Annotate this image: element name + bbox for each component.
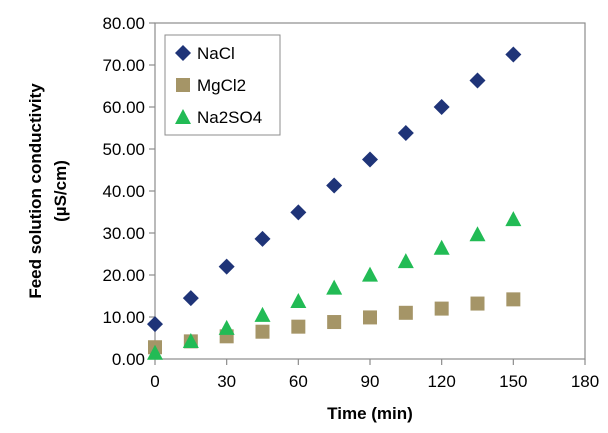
y-tick-label: 60.00 — [102, 98, 145, 117]
y-axis-title-line-1: Feed solution conductivity — [26, 83, 45, 299]
data-point-na2so4 — [182, 332, 199, 348]
y-axis-title-line-2: (µS/cm) — [51, 160, 70, 222]
legend-marker-nacl — [175, 45, 191, 61]
x-tick-label: 180 — [571, 372, 599, 391]
data-point-mgcl2 — [398, 305, 413, 320]
legend: NaCl MgCl2 Na2SO4 — [164, 34, 281, 136]
legend-label: MgCl2 — [197, 76, 246, 95]
y-tick-label: 70.00 — [102, 56, 145, 75]
x-axis-title: Time (min) — [327, 404, 413, 423]
y-tick-label: 20.00 — [102, 266, 145, 285]
x-tick-label: 30 — [217, 372, 236, 391]
x-tick-label: 90 — [361, 372, 380, 391]
data-point-nacl — [218, 258, 235, 275]
data-point-nacl — [505, 46, 522, 63]
x-axis-ticks: 0 30 60 90 120 150 180 — [150, 359, 599, 391]
y-tick-label: 40.00 — [102, 182, 145, 201]
legend-entries: NaCl MgCl2 Na2SO4 — [175, 44, 262, 127]
data-point-mgcl2 — [291, 319, 306, 334]
data-point-mgcl2 — [327, 315, 342, 330]
data-point-nacl — [362, 151, 378, 168]
data-point-na2so4 — [290, 293, 307, 309]
legend-label: Na2SO4 — [197, 108, 262, 127]
data-point-na2so4 — [433, 239, 450, 255]
data-point-nacl — [397, 125, 414, 142]
data-point-nacl — [433, 99, 450, 115]
x-tick-label: 0 — [150, 372, 159, 391]
legend-item-nacl: NaCl — [175, 44, 235, 63]
data-point-mgcl2 — [434, 301, 449, 316]
data-point-na2so4 — [469, 226, 486, 242]
data-point-mgcl2 — [470, 296, 485, 311]
data-point-na2so4 — [326, 279, 343, 295]
y-tick-label: 0.00 — [112, 350, 145, 369]
legend-marker-na2so4 — [175, 109, 191, 124]
data-point-nacl — [290, 204, 307, 221]
x-tick-label: 60 — [289, 372, 308, 391]
series-na2so4 — [147, 211, 522, 360]
x-tick-label: 120 — [427, 372, 455, 391]
series-nacl — [147, 46, 522, 333]
legend-item-mgcl2: MgCl2 — [176, 76, 246, 95]
data-point-mgcl2 — [255, 324, 270, 339]
y-tick-label: 10.00 — [102, 308, 145, 327]
data-point-nacl — [326, 177, 343, 194]
data-point-na2so4 — [362, 266, 378, 282]
y-axis-title: Feed solution conductivity (µS/cm) — [26, 83, 70, 299]
data-point-na2so4 — [397, 253, 414, 269]
y-tick-label: 50.00 — [102, 140, 145, 159]
data-point-na2so4 — [505, 211, 522, 227]
data-markers — [147, 46, 522, 360]
x-tick-label: 150 — [499, 372, 527, 391]
data-point-mgcl2 — [506, 292, 521, 307]
y-tick-label: 30.00 — [102, 224, 145, 243]
legend-label: NaCl — [197, 44, 235, 63]
y-axis-ticks: 0.00 10.00 20.00 30.00 40.00 50.00 60.00 70.00 8… — [102, 14, 155, 369]
data-point-nacl — [147, 316, 163, 333]
data-point-mgcl2 — [363, 310, 377, 325]
data-point-nacl — [254, 230, 271, 247]
data-point-na2so4 — [147, 344, 163, 360]
data-point-nacl — [469, 72, 486, 89]
data-point-na2so4 — [254, 306, 271, 322]
legend-marker-mgcl2 — [176, 78, 190, 92]
data-point-na2so4 — [218, 319, 235, 335]
data-point-nacl — [182, 290, 199, 307]
legend-item-na2so4: Na2SO4 — [175, 108, 262, 127]
y-tick-label: 80.00 — [102, 14, 145, 33]
